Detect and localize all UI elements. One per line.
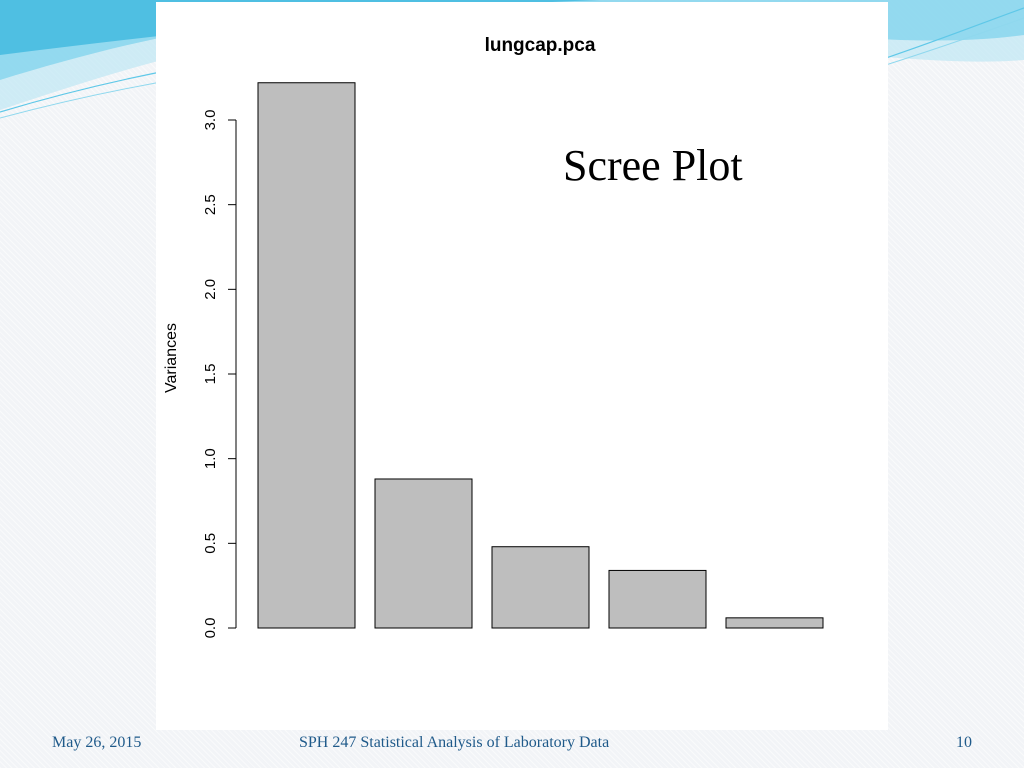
bars-group bbox=[257, 82, 824, 629]
bar-component-1 bbox=[257, 82, 356, 629]
bar-component-5 bbox=[725, 617, 824, 629]
y-tick-label: 0.0 bbox=[202, 618, 219, 639]
scree-bar-chart: lungcap.pca Variances 0.0 0.5 1.0 1.5 2.0 2.5… bbox=[163, 35, 824, 639]
y-axis-label: Variances bbox=[163, 323, 180, 393]
bar-component-4 bbox=[608, 569, 707, 629]
scree-plot-annotation: Scree Plot bbox=[563, 141, 743, 190]
y-tick-label: 1.0 bbox=[202, 448, 219, 469]
chart-title: lungcap.pca bbox=[485, 35, 596, 56]
y-axis: 0.0 0.5 1.0 1.5 2.0 2.5 3.0 bbox=[202, 110, 237, 639]
y-tick-label: 3.0 bbox=[202, 110, 219, 131]
footer-course-title: SPH 247 Statistical Analysis of Laborato… bbox=[299, 734, 610, 751]
y-tick-label: 2.0 bbox=[202, 279, 219, 300]
bar-component-2 bbox=[374, 478, 473, 629]
y-tick-label: 1.5 bbox=[202, 364, 219, 385]
footer-page-number: 10 bbox=[956, 734, 972, 751]
y-tick-label: 0.5 bbox=[202, 533, 219, 554]
y-tick-label: 2.5 bbox=[202, 194, 219, 215]
chart-panel: lungcap.pca Variances 0.0 0.5 1.0 1.5 2.0 2.5… bbox=[156, 2, 888, 730]
bar-component-3 bbox=[491, 546, 590, 629]
footer-date: May 26, 2015 bbox=[52, 734, 142, 751]
